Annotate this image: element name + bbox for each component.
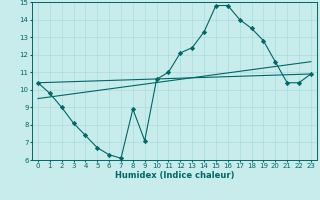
X-axis label: Humidex (Indice chaleur): Humidex (Indice chaleur)	[115, 171, 234, 180]
